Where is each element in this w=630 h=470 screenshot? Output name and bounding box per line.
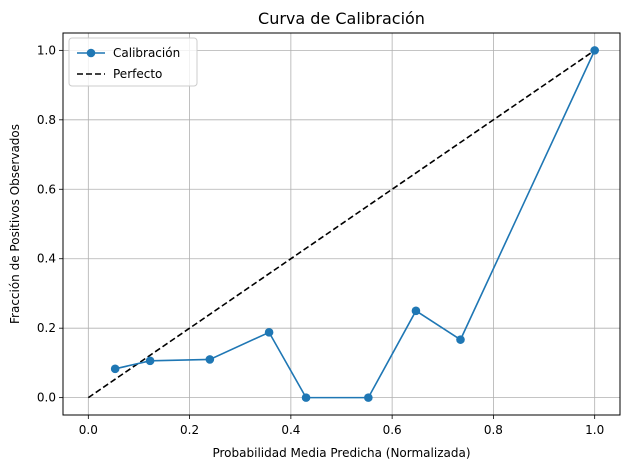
series-layer	[87, 46, 599, 402]
calibracion-point	[590, 46, 599, 55]
y-tick-label: 0.6	[37, 182, 56, 196]
y-tick-label: 0.8	[37, 113, 56, 127]
grid	[63, 33, 620, 415]
calibracion-point	[364, 393, 373, 402]
calibracion-point	[301, 393, 311, 402]
calibracion-point	[456, 335, 465, 344]
legend-label-calibracion: Calibración	[113, 46, 180, 60]
chart-title: Curva de Calibración	[258, 9, 425, 28]
plot-frame	[62, 32, 621, 416]
x-tick-label: 0.0	[79, 423, 98, 437]
y-tick-label: 0.2	[37, 321, 56, 335]
calibracion-point	[145, 356, 155, 366]
calibracion-point	[110, 364, 120, 374]
legend-marker-calibracion	[86, 48, 96, 58]
y-tick-label: 0.0	[37, 391, 56, 405]
calibracion-point	[264, 328, 274, 337]
x-tick-label: 0.6	[383, 423, 402, 437]
x-axis-label: Probabilidad Media Predicha (Normalizada…	[212, 446, 470, 460]
legend-label-perfecto: Perfecto	[113, 67, 162, 81]
ticks: 0.0 0.2 0.4 0.6 0.8 1.0 0.0 0.2 0.4 0.6 0.8 1.0	[37, 43, 604, 437]
legend: Calibración Perfecto	[68, 37, 198, 87]
y-axis-label: Fracción de Positivos Observados	[8, 124, 22, 324]
y-tick-label: 0.4	[37, 252, 56, 266]
x-tick-label: 1.0	[585, 423, 604, 437]
x-tick-label: 0.2	[180, 423, 199, 437]
calibracion-point	[205, 355, 215, 364]
x-tick-label: 0.4	[281, 423, 300, 437]
perfecto-line	[87, 49, 596, 399]
y-tick-label: 1.0	[37, 43, 56, 57]
calibracion-point	[411, 306, 421, 316]
x-tick-label: 0.8	[484, 423, 503, 437]
